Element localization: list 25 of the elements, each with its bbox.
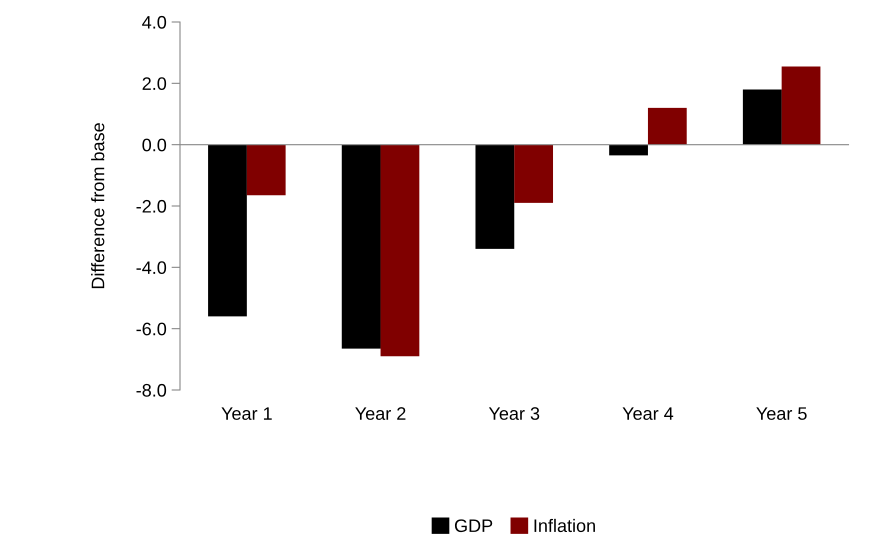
y-tick-label: -8.0 <box>136 384 166 397</box>
bar <box>380 144 420 356</box>
bar <box>514 144 554 203</box>
x-tick-label: Year 2 <box>355 407 406 420</box>
y-tick-label: 4.0 <box>142 16 166 29</box>
bar <box>208 144 247 316</box>
x-tick-label: Year 5 <box>756 407 807 420</box>
y-tick-label: -4.0 <box>136 261 166 274</box>
y-tick-label: 0.0 <box>142 138 166 152</box>
bar <box>342 144 381 349</box>
bar <box>742 89 782 145</box>
x-tick-label: Year 3 <box>488 407 540 420</box>
bar <box>782 66 820 145</box>
legend-label: GDP <box>454 519 492 532</box>
x-tick-label: Year 1 <box>221 407 272 420</box>
bar <box>609 144 648 156</box>
y-axis-title: Difference from base <box>91 123 104 288</box>
bar <box>475 144 514 249</box>
y-tick-label: 2.0 <box>142 77 166 90</box>
bar <box>648 108 687 145</box>
x-tick-label: Year 4 <box>622 407 674 420</box>
legend-label: Inflation <box>534 518 595 532</box>
y-tick-label: -2.0 <box>136 200 166 213</box>
y-tick-label: -6.0 <box>136 322 166 336</box>
bar <box>246 144 286 196</box>
